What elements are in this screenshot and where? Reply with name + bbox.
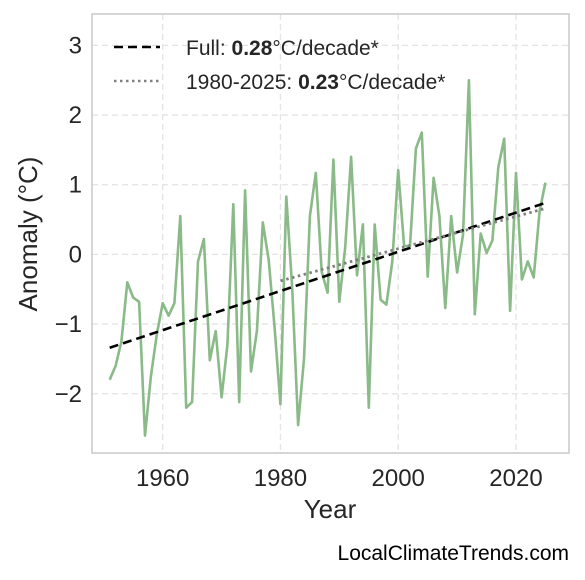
y-tick-labels: 3 2 1 0 −1 −2 [55,32,82,407]
legend-recent-suffix: °C/decade* [339,71,445,94]
y-tick-label: 3 [69,32,82,59]
y-tick-label: 2 [69,102,82,129]
legend-full-rate: 0.28 [232,37,273,60]
plot-frame [91,13,570,454]
x-axis-label: Year [304,494,357,524]
legend-recent-rate: 0.23 [298,71,339,94]
legend-label-full: Full: 0.28°C/decade* [186,37,379,60]
data-series [108,78,547,437]
legend-label-recent: 1980-2025: 0.23°C/decade* [186,71,445,94]
y-axis-label: Anomaly (°C) [13,157,43,312]
x-tick-labels: 1960 1980 2000 2020 [136,465,543,492]
y-tick-label: 0 [69,241,82,268]
y-tick-label: −2 [55,381,82,408]
x-tick-label: 1960 [136,465,189,492]
trend-line-recent [280,207,546,283]
trend-lines [109,201,546,350]
y-tick-label: 1 [69,172,82,199]
legend-full-suffix: °C/decade* [272,37,378,60]
y-tick-label: −1 [55,311,82,338]
credit-text: LocalClimateTrends.com [338,542,569,565]
anomaly-series-line [108,78,547,437]
legend-recent-prefix: 1980-2025: [186,71,298,94]
legend-full-prefix: Full: [186,37,232,60]
x-tick-label: 2000 [372,465,425,492]
x-tick-label: 2020 [489,465,542,492]
x-tick-label: 1980 [254,465,307,492]
legend: Full: 0.28°C/decade* 1980-2025: 0.23°C/d… [114,37,445,94]
